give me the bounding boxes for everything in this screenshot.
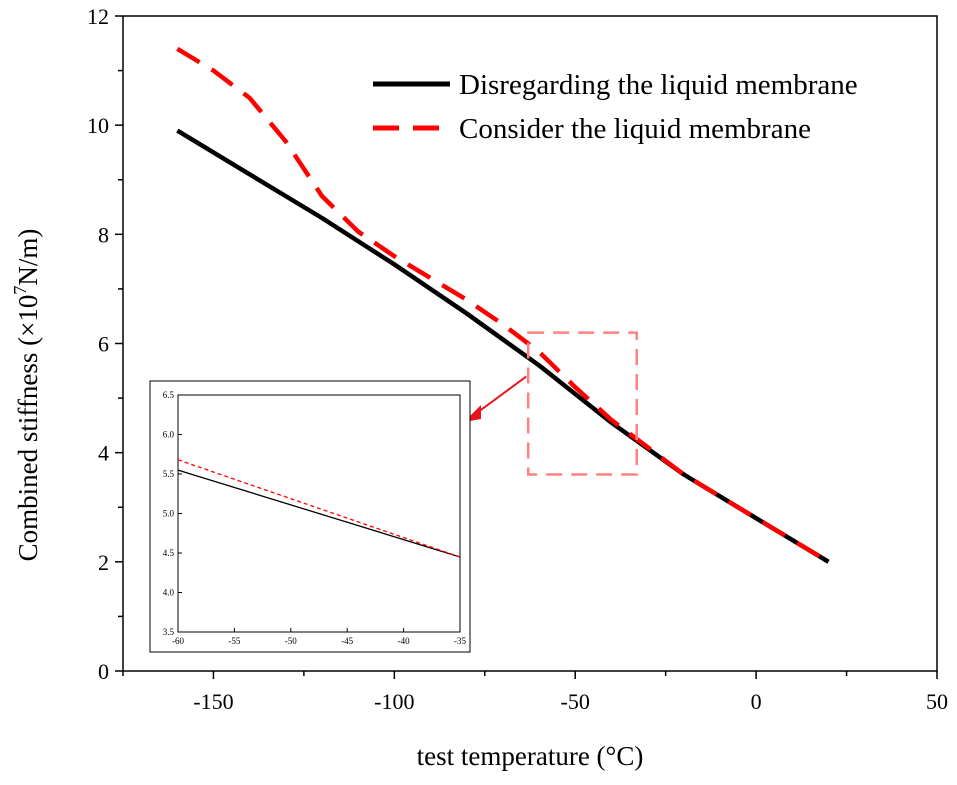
y-axis-title: Combined stiffness (×107N/m) — [10, 229, 43, 562]
x-tick-label: 0 — [751, 689, 762, 714]
inset-x-tick-label: -50 — [285, 636, 297, 646]
series-line-consider — [176, 46, 830, 564]
inset-y-tick-label: 5.0 — [163, 509, 175, 519]
inset-y-tick-label: 3.5 — [163, 627, 175, 637]
inset-y-tick-label: 4.0 — [163, 588, 175, 598]
x-tick-label: -100 — [374, 689, 414, 714]
legend-label: Disregarding the liquid membrane — [459, 69, 858, 101]
x-tick-label: 50 — [926, 689, 948, 714]
inset-y-tick-label: 6.0 — [163, 430, 175, 440]
inset-y-tick-label: 5.5 — [163, 469, 175, 479]
zoom-highlight-box — [526, 331, 638, 476]
y-tick-label: 8 — [98, 222, 109, 247]
inset-x-tick-label: -35 — [454, 636, 466, 646]
y-tick-label: 12 — [87, 4, 109, 29]
y-axis-title-suffix: N/m) — [13, 229, 43, 286]
y-tick-label: 4 — [98, 441, 109, 466]
inset-series-line-consider — [177, 459, 461, 558]
inset-series-line-disregarding — [177, 469, 461, 558]
legend: Disregarding the liquid membrane Consider… — [373, 69, 858, 145]
inset-x-tick-label: -45 — [341, 636, 353, 646]
highlight-group — [464, 331, 638, 476]
x-tick-label: -50 — [561, 689, 590, 714]
series-line-disregarding — [176, 128, 830, 564]
inset-x-tick-label: -55 — [228, 636, 240, 646]
y-axis-title-prefix: Combined stiffness (×10 — [13, 295, 43, 562]
x-axis-title: test temperature (°C) — [417, 741, 644, 771]
y-tick-label: 6 — [98, 332, 109, 357]
x-tick-label: -150 — [193, 689, 233, 714]
inset-x-tick-label: -40 — [398, 636, 410, 646]
legend-label: Consider the liquid membrane — [459, 113, 811, 145]
y-axis-title-exponent: 7 — [10, 286, 30, 295]
y-tick-label: 10 — [87, 113, 109, 138]
y-tick-label: 2 — [98, 550, 109, 575]
inset-x-tick-label: -60 — [172, 636, 184, 646]
main-series-group — [176, 46, 830, 564]
inset-background — [149, 380, 471, 653]
zoom-arrow-line — [473, 375, 527, 416]
inset-y-tick-label: 4.5 — [163, 548, 175, 558]
main-axes: -150 -100 -50 0 50 0 2 4 6 8 10 12 — [87, 4, 948, 714]
inset-y-tick-label: 6.5 — [163, 390, 175, 400]
inset-chart: -60 -55 -50 -45 -40 -35 3.5 4.0 4.5 5.0 5.5 6.0 6.5 — [149, 380, 471, 653]
y-tick-label: 0 — [98, 659, 109, 684]
